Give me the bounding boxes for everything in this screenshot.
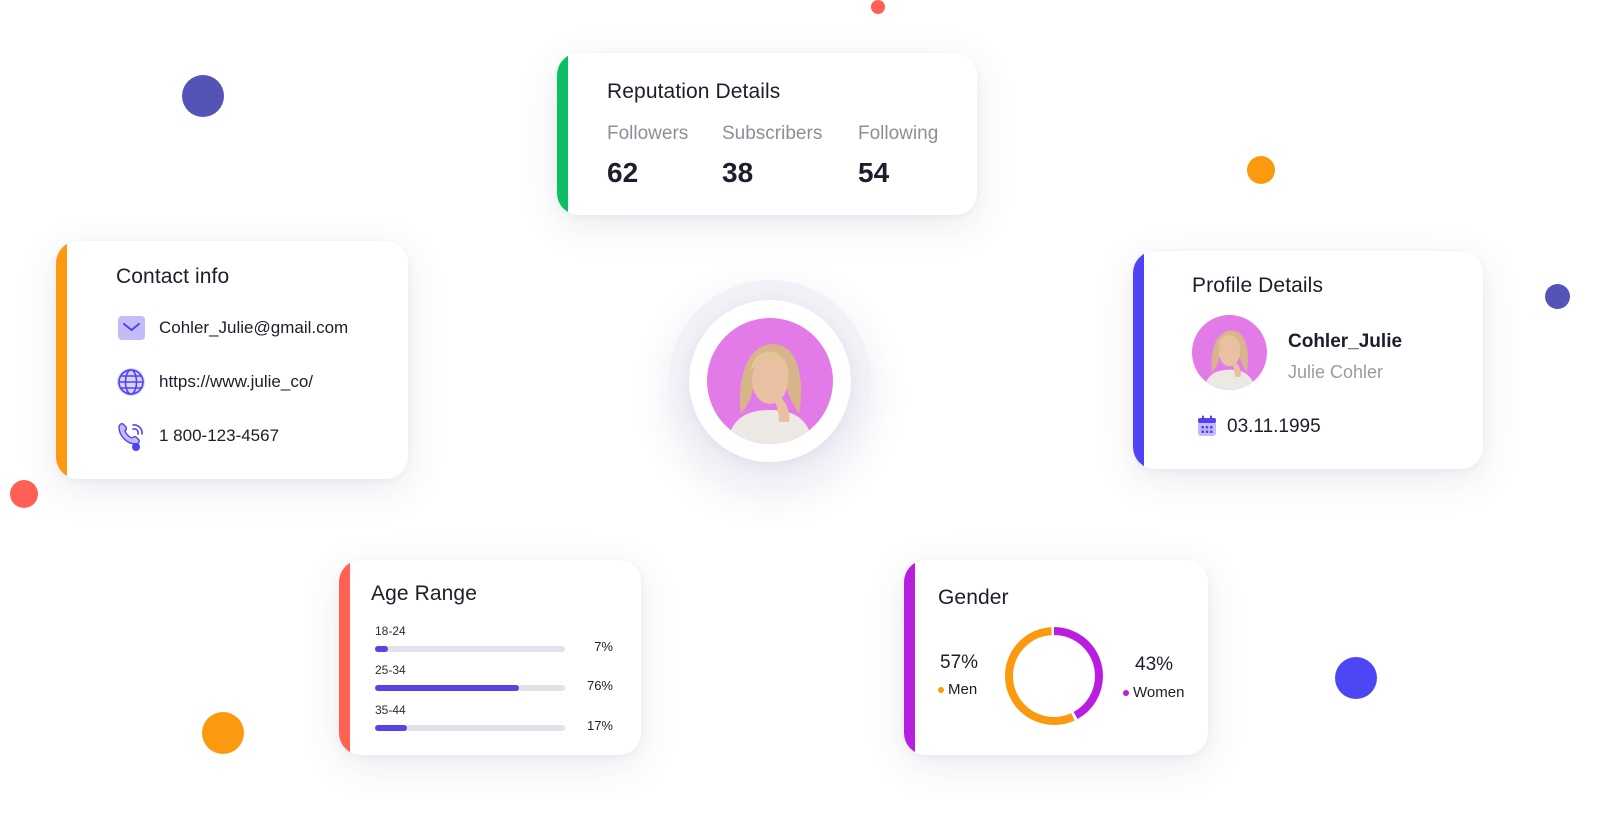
gender-men-percent: 57% [940,652,979,673]
card-accent-bar [557,53,568,215]
card-accent-bar [1133,251,1144,469]
decorative-dot [1545,284,1570,309]
age-bar-fill [375,685,520,691]
age-row: 25-34 76% [375,663,615,693]
reputation-title: Reputation Details [607,80,781,103]
profile-title: Profile Details [1192,274,1324,297]
age-row: 35-44 17% [375,703,615,733]
age-range-title: Age Range [371,582,477,605]
age-row-percent: 76% [586,678,613,693]
age-bar-track [375,725,565,731]
decorative-dot [10,480,38,508]
donut-segment-women [1005,627,1103,725]
avatar[interactable] [707,318,833,444]
contact-website-text: https://www.julie_co/ [159,372,314,391]
age-bar-fill [375,646,389,652]
profile-full-name: Julie Cohler [1288,362,1384,382]
contact-phone-text: 1 800-123-4567 [159,426,280,445]
legend-women-label: Women [1133,684,1185,701]
gender-title: Gender [938,586,1009,609]
contact-card: Contact info Cohler_Julie@gmail.com http… [56,241,408,479]
envelope-icon [116,313,146,343]
gender-women-percent: 43% [1135,654,1174,675]
gender-card: Gender 57% Men 43% Women [904,560,1208,755]
card-accent-bar [56,241,67,479]
legend-dot-men [938,686,944,693]
age-range-card: Age Range 18-24 7% 25-34 76% 35-44 17% [339,560,641,755]
stat-label: Following [858,123,939,144]
legend-dot-women [1123,689,1129,696]
legend-men: Men [938,681,977,698]
stat-subscribers: Subscribers 38 [722,123,822,189]
decorative-dot [202,712,244,754]
age-row: 18-24 7% [375,624,615,654]
globe-icon [116,367,146,397]
stat-following: Following 54 [858,123,938,189]
stat-label: Subscribers [722,123,823,144]
contact-phone[interactable]: 1 800-123-4567 [116,421,279,451]
age-bar-track [375,685,565,691]
contact-email-text: Cohler_Julie@gmail.com [159,318,349,337]
phone-icon [116,421,146,451]
reputation-card: Reputation Details Followers 62 Subscrib… [557,53,977,215]
profile-username: Cohler_Julie [1288,331,1403,352]
card-accent-bar [904,560,915,755]
stat-value: 54 [858,157,890,188]
age-row-label: 18-24 [375,624,406,638]
stat-value: 62 [607,157,639,188]
stat-value: 38 [722,157,754,188]
age-bar-fill [375,725,408,731]
card-accent-bar [339,560,350,755]
decorative-dot [182,75,224,117]
age-row-label: 35-44 [375,703,406,717]
decorative-dot [871,0,885,14]
age-row-percent: 7% [594,639,613,654]
age-bar-track [375,646,565,652]
profile-avatar[interactable] [1192,315,1267,390]
profile-birth-date: 03.11.1995 [1227,416,1321,437]
age-row-label: 25-34 [375,663,406,677]
contact-title: Contact info [116,265,230,288]
stat-followers: Followers 62 [607,123,688,189]
age-row-percent: 17% [586,718,613,733]
donut-segment-men [1005,627,1103,725]
legend-men-label: Men [948,681,978,698]
decorative-dot [1335,657,1377,699]
legend-women: Women [1123,684,1184,701]
calendar-icon [1197,415,1217,437]
gender-donut-chart [1005,627,1103,725]
contact-website[interactable]: https://www.julie_co/ [116,367,313,397]
decorative-dot [1247,156,1275,184]
stat-label: Followers [607,123,689,144]
profile-card: Profile Details Cohler_Julie Julie Cohle… [1133,251,1483,469]
contact-email[interactable]: Cohler_Julie@gmail.com [116,313,348,343]
